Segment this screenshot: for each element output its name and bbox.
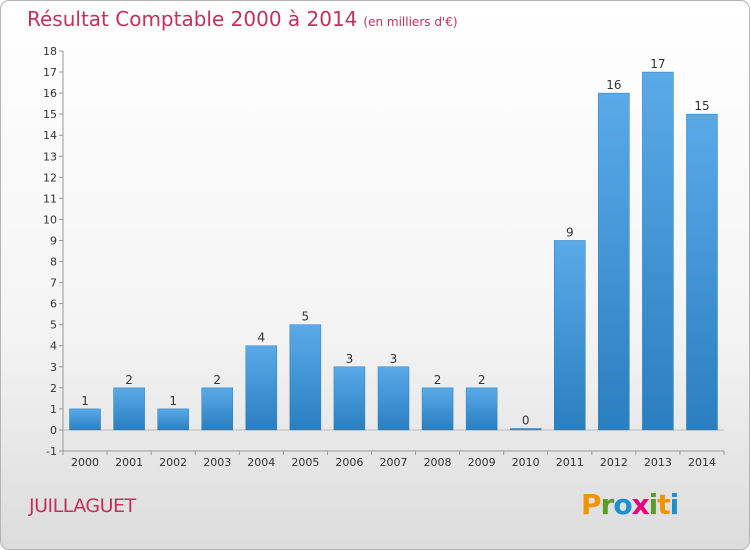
bar-value-label: 3: [390, 352, 398, 366]
bar: [509, 428, 542, 431]
y-tick-label: 2: [50, 382, 57, 395]
chart-title: Résultat Comptable 2000 à 2014 (en millie…: [27, 7, 458, 31]
y-tick-label: 16: [43, 87, 57, 100]
logo-letter: P: [581, 488, 602, 521]
chart-subtitle: (en milliers d'€): [363, 15, 458, 29]
bar-value-label: 15: [694, 99, 709, 113]
x-tick-label: 2012: [600, 456, 628, 469]
logo-letter: i: [669, 488, 680, 521]
bar: [289, 324, 322, 431]
bar: [69, 408, 101, 431]
commune-name: JUILLAGUET: [29, 495, 136, 517]
bar: [157, 408, 189, 431]
logo-letter: x: [631, 488, 650, 521]
x-tick-label: 2000: [71, 456, 99, 469]
bar-value-label: 4: [257, 331, 265, 345]
y-tick-label: 4: [50, 340, 57, 353]
x-tick-label: 2013: [644, 456, 672, 469]
bar-value-label: 2: [125, 373, 133, 387]
y-tick-label: 18: [43, 45, 57, 58]
bar-value-label: 5: [302, 310, 310, 324]
x-tick-label: 2014: [688, 456, 716, 469]
logo-letter: t: [657, 488, 670, 521]
bar-value-label: 0: [522, 413, 530, 427]
x-tick-label: 2001: [115, 456, 143, 469]
y-tick-label: 15: [43, 108, 57, 121]
bar-value-label: 9: [566, 225, 574, 239]
y-tick-label: 10: [43, 213, 57, 226]
proxiti-logo: Proxiti: [581, 488, 680, 521]
value-labels: 1 2 1 2 4 5 3 3 2 2 0 9 16 17 15: [81, 57, 709, 427]
bar: [554, 240, 586, 431]
bar-value-label: 17: [650, 57, 665, 71]
y-tick-label: 17: [43, 66, 57, 79]
bar: [642, 71, 674, 431]
bar: [333, 366, 366, 431]
bars: [69, 71, 718, 431]
bar: [113, 387, 145, 431]
bar-value-label: 2: [434, 373, 442, 387]
x-tick-label: 2002: [159, 456, 187, 469]
bar-value-label: 3: [346, 352, 354, 366]
x-tick-label: 2008: [424, 456, 452, 469]
y-tick-label: 14: [43, 129, 57, 142]
y-tick-label: 12: [43, 171, 57, 184]
bar-value-label: 1: [169, 394, 177, 408]
x-tick-label: 2007: [380, 456, 408, 469]
bar: [245, 345, 278, 431]
x-tick-label: 2005: [291, 456, 319, 469]
y-tick-label: 11: [43, 192, 57, 205]
x-tick-label: 2011: [556, 456, 584, 469]
y-tick-label: 3: [50, 361, 57, 374]
y-tick-label: -1: [46, 445, 57, 458]
x-tick-label: 2006: [335, 456, 363, 469]
bar-value-label: 2: [478, 373, 486, 387]
x-tick-label: 2004: [247, 456, 275, 469]
bar-value-label: 1: [81, 394, 89, 408]
bar-value-label: 2: [213, 373, 221, 387]
bar: [377, 366, 410, 431]
x-tick-label: 2009: [468, 456, 496, 469]
bar-value-label: 16: [606, 78, 621, 92]
y-tick-label: 0: [50, 424, 57, 437]
y-tick-label: 5: [50, 319, 57, 332]
logo-letter: o: [613, 488, 632, 521]
y-tick-label: 1: [50, 403, 57, 416]
bar: [201, 387, 233, 431]
y-tick-label: 6: [50, 298, 57, 311]
bar: [686, 113, 718, 431]
bar: [421, 387, 454, 431]
bar: [465, 387, 498, 431]
y-tick-label: 13: [43, 150, 57, 163]
logo-letter: i: [648, 488, 659, 521]
logo-letter: r: [600, 488, 615, 521]
x-tick-label: 2010: [512, 456, 540, 469]
y-tick-label: 7: [50, 277, 57, 290]
y-tick-label: 9: [50, 234, 57, 247]
y-tick-label: 8: [50, 256, 57, 269]
x-tick-label: 2003: [203, 456, 231, 469]
bar: [598, 92, 630, 431]
